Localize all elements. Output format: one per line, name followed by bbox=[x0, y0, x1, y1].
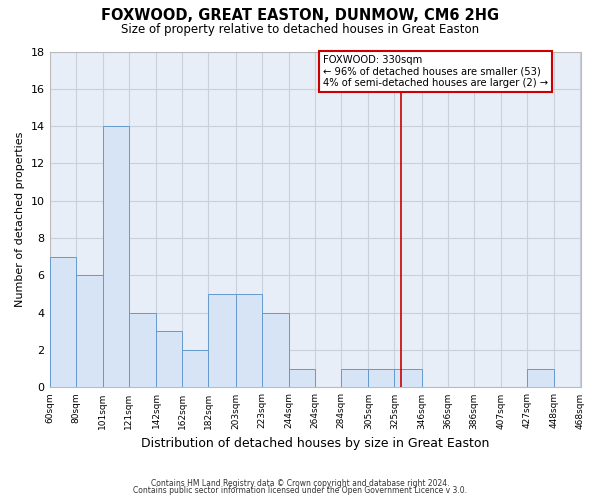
Bar bbox=[50, 257, 76, 388]
Bar bbox=[527, 369, 554, 388]
Y-axis label: Number of detached properties: Number of detached properties bbox=[15, 132, 25, 307]
Bar bbox=[262, 313, 289, 388]
Bar bbox=[156, 332, 182, 388]
Bar bbox=[76, 276, 103, 388]
Bar bbox=[341, 369, 368, 388]
X-axis label: Distribution of detached houses by size in Great Easton: Distribution of detached houses by size … bbox=[141, 437, 489, 450]
Text: FOXWOOD: 330sqm
← 96% of detached houses are smaller (53)
4% of semi-detached ho: FOXWOOD: 330sqm ← 96% of detached houses… bbox=[323, 55, 548, 88]
Text: Size of property relative to detached houses in Great Easton: Size of property relative to detached ho… bbox=[121, 22, 479, 36]
Text: Contains HM Land Registry data © Crown copyright and database right 2024.: Contains HM Land Registry data © Crown c… bbox=[151, 478, 449, 488]
Bar bbox=[129, 313, 156, 388]
Bar bbox=[208, 294, 236, 388]
Bar bbox=[182, 350, 208, 388]
Bar bbox=[103, 126, 129, 388]
Bar bbox=[394, 369, 422, 388]
Bar bbox=[236, 294, 262, 388]
Bar bbox=[368, 369, 394, 388]
Text: Contains public sector information licensed under the Open Government Licence v : Contains public sector information licen… bbox=[133, 486, 467, 495]
Bar bbox=[289, 369, 315, 388]
Text: FOXWOOD, GREAT EASTON, DUNMOW, CM6 2HG: FOXWOOD, GREAT EASTON, DUNMOW, CM6 2HG bbox=[101, 8, 499, 22]
